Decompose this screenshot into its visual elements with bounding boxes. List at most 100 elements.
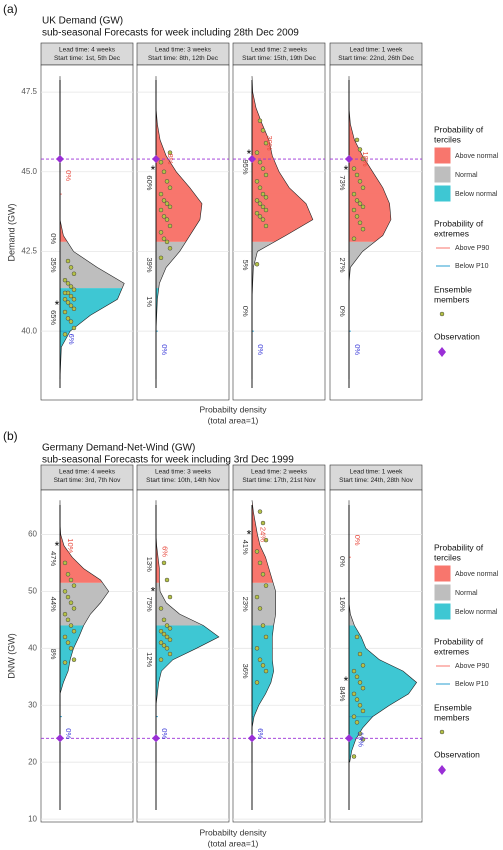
ensemble-member bbox=[62, 660, 68, 665]
above-normal-area bbox=[156, 76, 202, 242]
ensemble-member bbox=[351, 166, 357, 171]
x-axis-title: (total area=1) bbox=[208, 838, 259, 848]
ensemble-member bbox=[167, 626, 173, 631]
most-likely-star: * bbox=[344, 674, 349, 688]
ensemble-member bbox=[158, 191, 164, 197]
ensemble-member bbox=[71, 325, 77, 331]
ensemble-member bbox=[257, 118, 263, 124]
legend-title: terciles bbox=[434, 134, 461, 144]
ensemble-member bbox=[351, 754, 357, 759]
ensemble-member bbox=[65, 300, 71, 305]
p10-probability: 0% bbox=[160, 728, 169, 739]
below-normal-area bbox=[349, 625, 417, 763]
ensemble-member bbox=[257, 560, 263, 566]
ensemble-member bbox=[68, 577, 74, 583]
p90-probability: 0% bbox=[64, 170, 73, 181]
legend-swatch bbox=[433, 564, 452, 583]
legend-key bbox=[439, 311, 445, 317]
x-axis-title: Probabilty density bbox=[199, 827, 267, 837]
ensemble-member bbox=[164, 577, 170, 583]
observation-marker bbox=[152, 155, 160, 164]
legend-title: Probability of bbox=[434, 124, 484, 134]
legend-label: Below P10 bbox=[455, 263, 489, 270]
ensemble-member bbox=[161, 617, 167, 623]
ensemble-member bbox=[65, 316, 71, 321]
legend-swatch bbox=[433, 184, 452, 203]
plot-panel bbox=[40, 64, 134, 401]
p90-probability: 6% bbox=[161, 546, 170, 557]
tercile-probability: 1% bbox=[145, 296, 154, 307]
ensemble-member bbox=[71, 306, 77, 312]
ensemble-member bbox=[257, 201, 263, 206]
legend-key bbox=[438, 765, 446, 775]
ensemble-member bbox=[351, 236, 357, 241]
y-axis-title: Demand (GW) bbox=[6, 203, 16, 261]
ensemble-member bbox=[167, 223, 173, 229]
ensemble-member bbox=[263, 207, 269, 213]
ensemble-member bbox=[161, 236, 167, 241]
tercile-probability: 27% bbox=[338, 258, 347, 273]
above-normal-area bbox=[60, 500, 103, 583]
tercile-probability: 44% bbox=[49, 597, 58, 612]
ensemble-member bbox=[257, 509, 263, 514]
strip-label: Lead time: 4 weeks bbox=[59, 47, 116, 54]
ensemble-member bbox=[65, 258, 71, 264]
legend-title: Probability of bbox=[434, 636, 484, 646]
ensemble-member bbox=[360, 226, 366, 232]
p10-probability: 0% bbox=[353, 344, 362, 355]
ensemble-member bbox=[62, 290, 68, 296]
legend-title: Probability of bbox=[434, 542, 484, 552]
ensemble-member bbox=[62, 297, 68, 302]
normal-area bbox=[252, 241, 275, 289]
strip bbox=[136, 464, 230, 491]
tercile-probability: 73% bbox=[338, 175, 347, 190]
ensemble-member bbox=[354, 172, 360, 178]
legend-label: Below normal bbox=[455, 609, 498, 616]
ensemble-member bbox=[164, 179, 170, 184]
legend-swatch bbox=[433, 165, 452, 184]
ensemble-member bbox=[254, 179, 260, 184]
legend-key bbox=[439, 729, 445, 735]
strip bbox=[40, 464, 134, 491]
ensemble-member bbox=[354, 697, 360, 702]
ensemble-member bbox=[360, 685, 366, 691]
ensemble-member bbox=[65, 281, 71, 286]
legend-swatch bbox=[433, 602, 452, 621]
chart-subtitle: sub-seasonal Forecasts for week includin… bbox=[42, 28, 299, 39]
plot-panel bbox=[232, 489, 326, 823]
tercile-probability: 5% bbox=[241, 260, 250, 271]
strip-label: Lead time: 1 week bbox=[350, 469, 404, 476]
observation-marker bbox=[248, 155, 256, 164]
normal-area bbox=[252, 582, 276, 626]
observation-marker bbox=[56, 734, 64, 743]
strip-label: Start time: 17th, 21st Nov bbox=[242, 477, 316, 484]
legend-label: Above P90 bbox=[455, 663, 489, 670]
ensemble-member bbox=[158, 159, 164, 165]
most-likely-star: * bbox=[151, 584, 156, 598]
tercile-probability: 36% bbox=[241, 664, 250, 679]
ensemble-member bbox=[354, 214, 360, 219]
ensemble-member bbox=[161, 169, 167, 175]
ensemble-member bbox=[161, 198, 167, 203]
ensemble-member bbox=[254, 261, 260, 267]
ensemble-member bbox=[354, 137, 360, 143]
ensemble-member bbox=[68, 284, 74, 289]
ensemble-member bbox=[71, 657, 77, 662]
ensemble-member bbox=[260, 217, 266, 222]
legend-label: Above normal bbox=[455, 571, 499, 578]
ensemble-member bbox=[71, 606, 77, 611]
most-likely-star: * bbox=[247, 147, 252, 161]
ensemble-member bbox=[68, 303, 74, 308]
normal-area bbox=[60, 582, 109, 626]
ensemble-member bbox=[167, 150, 173, 155]
ensemble-member bbox=[260, 204, 266, 210]
normal-area bbox=[349, 241, 375, 289]
ensemble-member bbox=[357, 179, 363, 184]
legend-label: Normal bbox=[455, 590, 478, 597]
y-tick-label: 47.5 bbox=[21, 87, 37, 96]
ensemble-member bbox=[167, 637, 173, 643]
density-curve bbox=[251, 500, 276, 763]
ensemble-member bbox=[260, 128, 266, 133]
ensemble-member bbox=[254, 646, 260, 651]
panel-label: (b) bbox=[3, 429, 18, 443]
